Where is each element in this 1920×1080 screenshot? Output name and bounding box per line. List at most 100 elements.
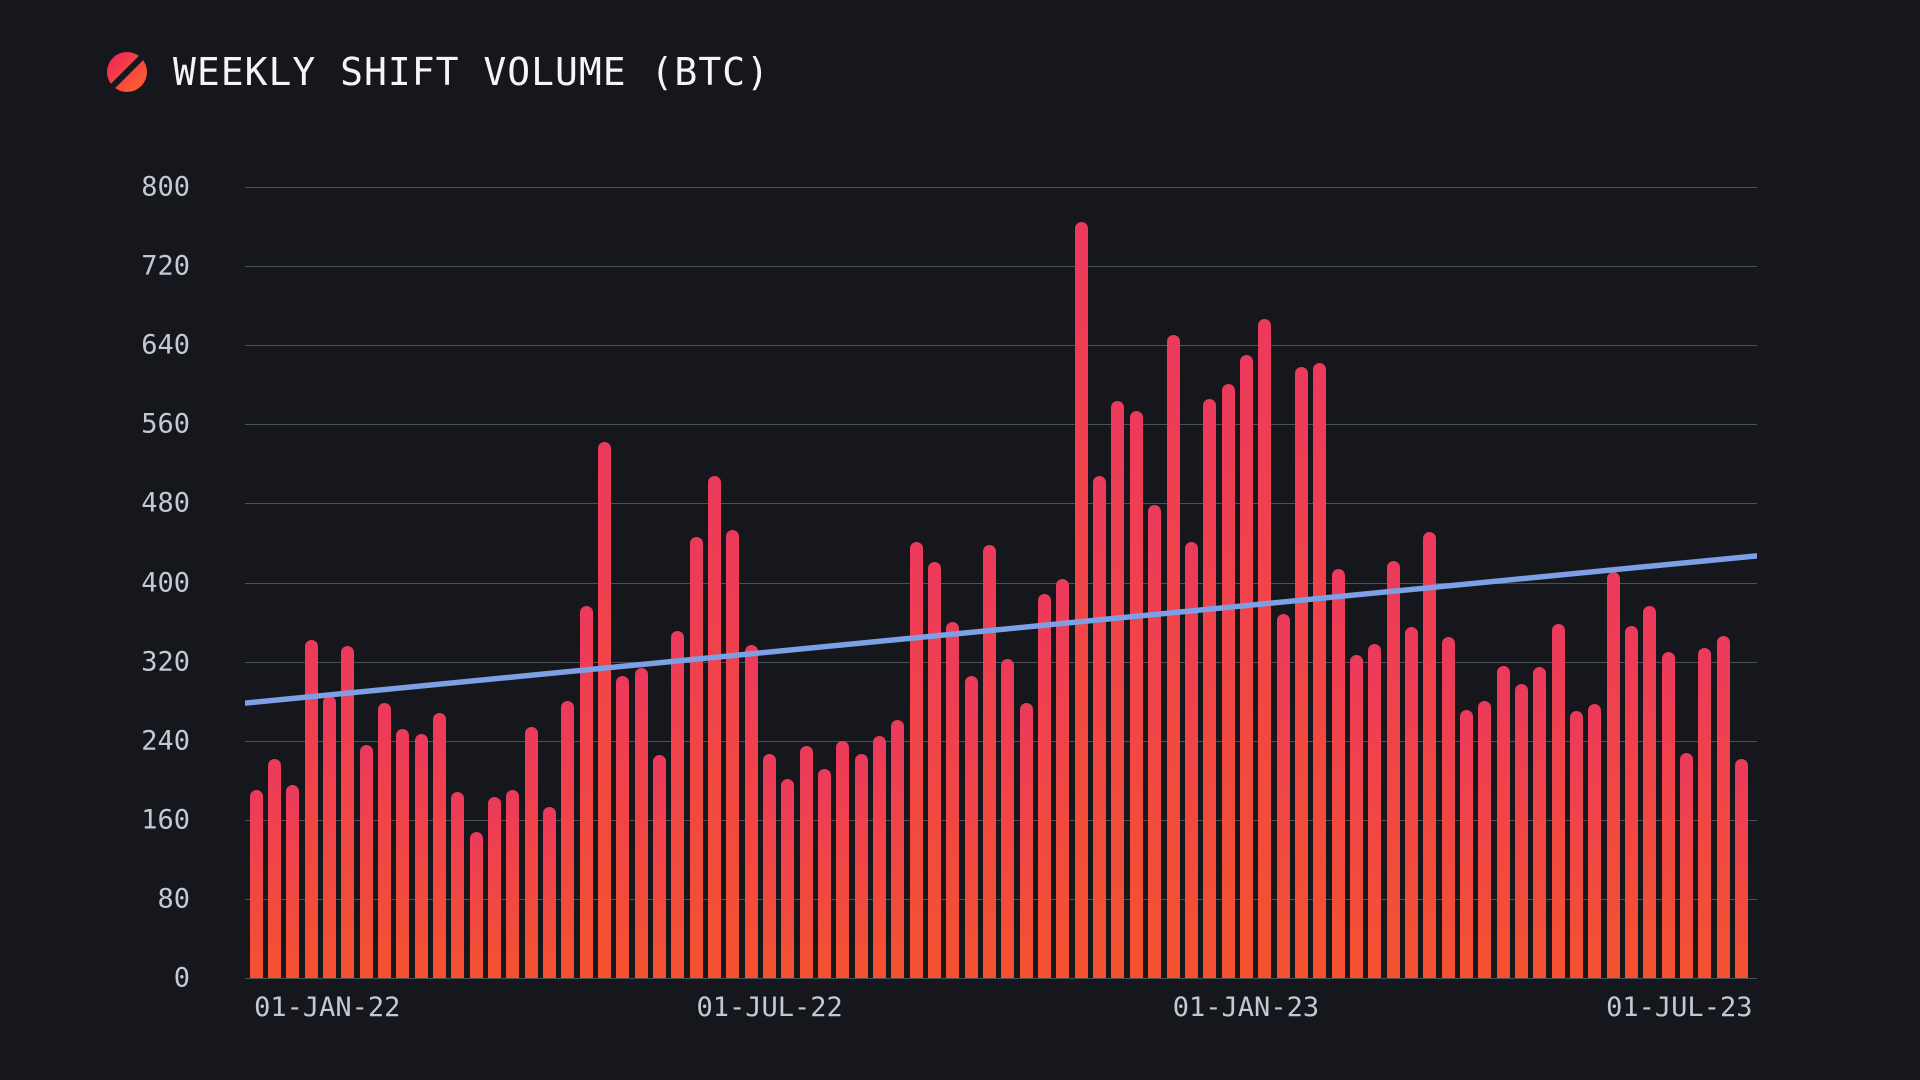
- bar-week-21: [616, 676, 630, 978]
- y-tick-label: 400: [141, 567, 190, 598]
- y-tick-label: 560: [141, 408, 190, 440]
- bar-week-39: [946, 622, 960, 978]
- bar-week-42: [1001, 658, 1015, 978]
- bar-week-10: [414, 733, 428, 978]
- y-tick-label: 800: [141, 171, 190, 203]
- bar-week-5: [322, 696, 336, 978]
- bar-week-18: [561, 701, 575, 978]
- bar-week-22: [634, 667, 648, 978]
- bar-week-71: [1533, 666, 1547, 978]
- bar-week-82: [1735, 758, 1749, 978]
- y-tick-label: 480: [141, 487, 190, 519]
- bar-week-81: [1716, 635, 1730, 978]
- bar-week-4: [304, 639, 318, 978]
- bar-week-67: [1459, 710, 1473, 978]
- bar-week-38: [928, 561, 942, 978]
- y-tick-label: 160: [141, 804, 190, 836]
- bar-week-45: [1056, 578, 1070, 978]
- bar-week-16: [524, 726, 538, 978]
- bar-week-58: [1294, 366, 1308, 978]
- bar-week-80: [1698, 647, 1712, 978]
- bar-week-56: [1258, 318, 1272, 978]
- bar-week-29: [763, 753, 777, 978]
- bar-week-6: [341, 645, 355, 978]
- bar-week-32: [818, 769, 832, 978]
- bar-week-72: [1551, 624, 1565, 978]
- bar-week-23: [652, 754, 666, 978]
- bar-week-66: [1441, 636, 1455, 978]
- bar-week-26: [708, 475, 721, 978]
- gridline: [245, 740, 1757, 742]
- y-tick-label: 80: [157, 883, 190, 915]
- bar-week-64: [1404, 627, 1418, 978]
- bar-week-30: [781, 779, 795, 978]
- bar-week-20: [597, 442, 611, 978]
- bar-week-31: [799, 745, 813, 978]
- bar-week-46: [1074, 221, 1088, 978]
- bar-week-47: [1093, 475, 1107, 978]
- plot-area: [245, 187, 1757, 979]
- bar-week-17: [542, 806, 556, 978]
- bar-week-74: [1588, 704, 1602, 978]
- x-tick-label: 01-JUL-23: [1606, 992, 1753, 1023]
- gridline: [245, 582, 1757, 584]
- bar-week-75: [1606, 571, 1620, 978]
- gridline: [245, 819, 1757, 821]
- bar-week-65: [1423, 532, 1437, 978]
- bar-week-11: [432, 713, 446, 978]
- y-tick-label: 0: [173, 962, 190, 994]
- bar-week-28: [744, 644, 758, 978]
- gridline: [245, 898, 1757, 900]
- y-tick-label: 640: [141, 329, 190, 361]
- gridline: [245, 503, 1757, 505]
- bar-week-1: [249, 790, 263, 978]
- bar-week-51: [1166, 335, 1180, 978]
- gridline: [245, 978, 1757, 979]
- bar-week-15: [506, 790, 520, 978]
- bar-week-27: [726, 530, 740, 978]
- bar-week-37: [909, 541, 923, 978]
- bar-week-78: [1661, 651, 1675, 978]
- bar-week-49: [1129, 411, 1143, 978]
- bar-week-13: [469, 831, 483, 978]
- gridline: [245, 345, 1757, 347]
- gridline: [245, 266, 1757, 268]
- bar-week-59: [1313, 363, 1327, 978]
- slashed-circle-logo-icon: [107, 52, 147, 92]
- y-axis: 800 720 640 560 480 400 320 240 160 80 0: [90, 172, 190, 994]
- y-tick-label: 240: [141, 725, 190, 757]
- y-tick-label: 320: [141, 646, 190, 678]
- trend-line: [245, 187, 1757, 978]
- bar-week-9: [396, 728, 410, 978]
- y-tick-label: 720: [141, 250, 190, 282]
- bars-layer: [245, 187, 1757, 978]
- bar-week-69: [1496, 665, 1510, 978]
- bar-week-35: [873, 735, 887, 978]
- bar-week-8: [377, 703, 391, 978]
- bar-week-57: [1276, 614, 1290, 978]
- bar-week-54: [1221, 383, 1235, 978]
- bar-week-70: [1514, 684, 1528, 978]
- bar-week-52: [1184, 541, 1198, 978]
- bar-week-62: [1368, 643, 1382, 978]
- bar-week-7: [359, 744, 373, 978]
- bar-week-12: [451, 792, 465, 978]
- bar-week-76: [1625, 626, 1638, 978]
- bar-week-36: [891, 719, 905, 978]
- bar-week-33: [836, 740, 850, 978]
- x-tick-label: 01-JAN-22: [254, 992, 401, 1023]
- bar-week-24: [671, 630, 685, 978]
- bar-week-34: [854, 753, 868, 978]
- x-axis: 01-JAN-22 01-JUL-22 01-JAN-23 01-JUL-23: [245, 992, 1757, 1026]
- gridline: [245, 187, 1757, 188]
- bar-week-60: [1331, 568, 1345, 978]
- bar-week-53: [1203, 398, 1217, 978]
- header: WEEKLY SHIFT VOLUME (BTC): [107, 50, 770, 94]
- gridline: [245, 661, 1757, 663]
- bar-week-48: [1111, 400, 1125, 978]
- x-tick-label: 01-JAN-23: [1172, 992, 1320, 1023]
- bar-week-79: [1680, 752, 1694, 978]
- bar-week-3: [286, 785, 300, 978]
- bar-week-77: [1643, 606, 1657, 978]
